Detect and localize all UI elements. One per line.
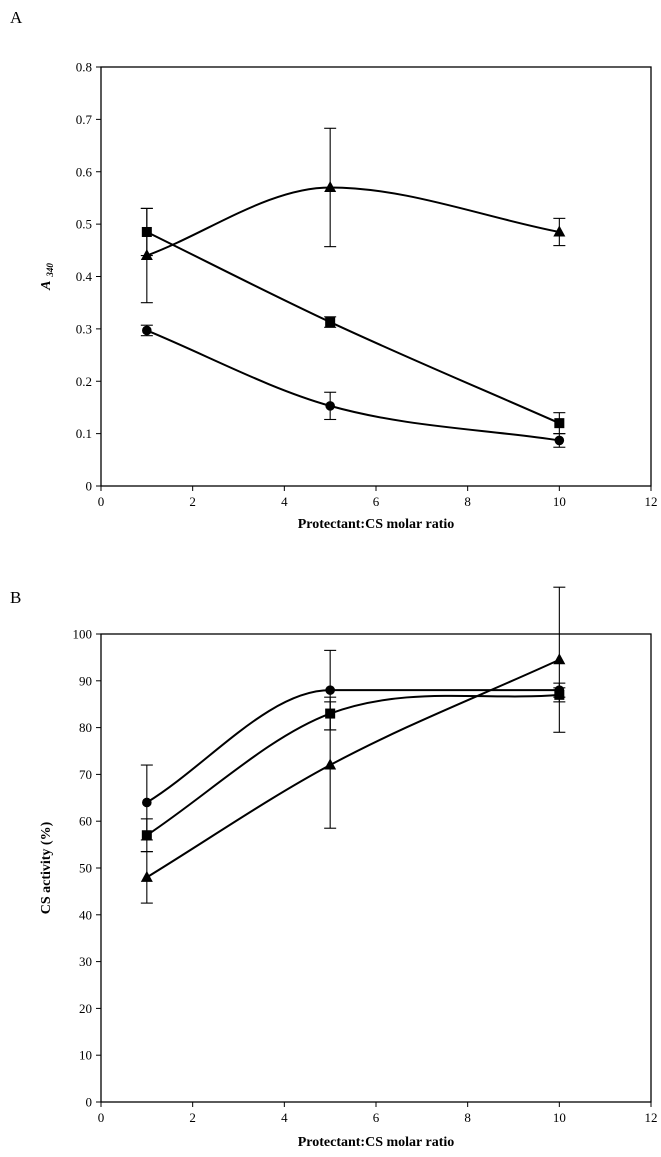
series-line-circle	[146, 329, 560, 442]
y-axis-label-sub: 340	[45, 263, 55, 278]
x-tick-label: 6	[373, 1110, 380, 1125]
x-tick-label: 4	[281, 1110, 288, 1125]
data-point-square	[325, 317, 336, 328]
data-point-triangle	[553, 225, 566, 237]
series-line-triangle	[146, 658, 560, 879]
y-tick-label: 60	[79, 814, 92, 829]
y-tick-label: 0.5	[76, 217, 92, 232]
y-tick-label: 100	[73, 627, 93, 642]
y-axis-label-main: CS activity (%)	[39, 821, 54, 914]
y-tick-label: 0	[86, 479, 93, 494]
data-point-triangle	[324, 180, 337, 192]
data-point-circle	[325, 401, 335, 411]
y-tick-label: 0.1	[76, 426, 92, 441]
y-tick-label: 0	[86, 1095, 93, 1110]
x-tick-label: 10	[553, 494, 566, 509]
series-line-square	[146, 693, 560, 837]
y-tick-label: 90	[79, 673, 92, 688]
y-axis-label: A 340	[39, 263, 55, 291]
data-point-square	[554, 418, 565, 429]
x-tick-label: 2	[189, 1110, 196, 1125]
y-tick-label: 10	[79, 1048, 92, 1063]
x-tick-label: 12	[645, 494, 658, 509]
y-axis-label: CS activity (%)	[39, 821, 54, 914]
chart-a: 0 0.1 0.2 0.3 0.4 0.5 0.6 0.7 0.8 0 2 4 6 8 10 12 Protec…	[39, 60, 658, 533]
y-tick-label: 0.8	[76, 60, 92, 75]
x-tick-label: 10	[553, 1110, 566, 1125]
x-axis-label: Protectant:CS molar ratio	[298, 1135, 455, 1150]
y-tick-label: 0.3	[76, 321, 92, 336]
data-point-circle	[142, 325, 152, 336]
plot-frame	[100, 66, 652, 487]
y-tick-label: 30	[79, 954, 92, 969]
x-tick-label: 0	[98, 494, 105, 509]
x-axis-label: Protectant:CS molar ratio	[298, 517, 455, 532]
data-point-triangle	[324, 758, 337, 770]
panel-label-b: B	[10, 588, 22, 607]
y-tick-label: 0.4	[76, 269, 93, 284]
y-axis-label-main: A	[39, 281, 54, 291]
y-tick-label: 80	[79, 720, 92, 735]
y-tick-label: 0.6	[76, 164, 93, 179]
x-tick-label: 6	[373, 494, 380, 509]
x-tick-label: 2	[189, 494, 196, 509]
data-point-triangle	[553, 653, 566, 665]
y-tick-label: 0.7	[76, 112, 93, 127]
panel-label-a: A	[10, 8, 23, 27]
chart-b: 0 10 20 30 40 50 60 70 80 90 100 0 2 4 6 8 10 12 Protectan…	[39, 586, 658, 1150]
data-point-circle	[142, 797, 152, 808]
data-point-square	[141, 226, 152, 237]
x-tick-label: 0	[98, 1110, 105, 1125]
y-tick-label: 50	[79, 861, 92, 876]
y-tick-label: 70	[79, 767, 92, 782]
y-tick-label: 0.2	[76, 374, 92, 389]
data-point-circle	[554, 435, 565, 446]
x-tick-label: 12	[645, 1110, 658, 1125]
x-tick-label: 4	[281, 494, 288, 509]
data-point-triangle	[140, 870, 153, 882]
series-line-triangle	[146, 186, 560, 257]
y-tick-label: 40	[79, 907, 92, 922]
plot-frame	[100, 633, 652, 1103]
x-tick-label: 8	[464, 1110, 471, 1125]
data-point-square	[141, 830, 152, 841]
data-point-circle	[325, 685, 335, 695]
y-tick-label: 20	[79, 1001, 92, 1016]
x-tick-label: 8	[464, 494, 471, 509]
series-line-square	[146, 231, 560, 425]
